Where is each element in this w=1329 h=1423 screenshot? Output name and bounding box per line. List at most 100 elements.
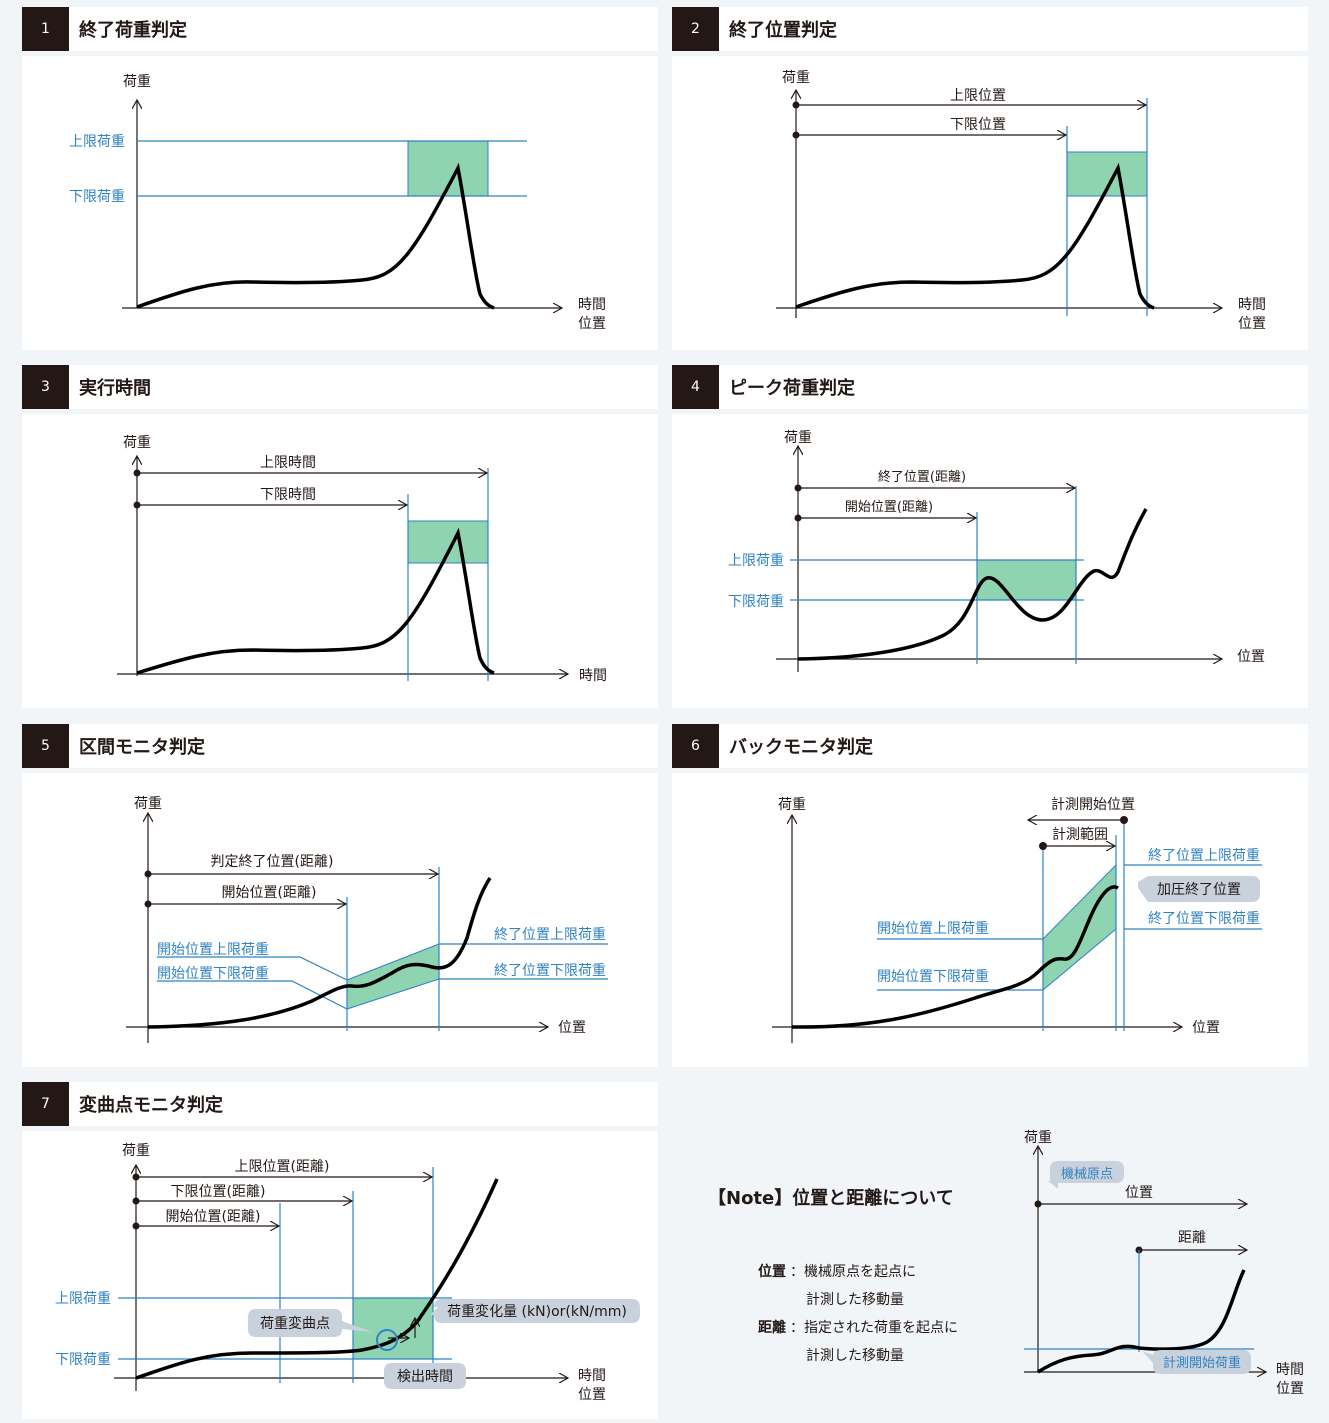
- lower-load-label: 下限荷重: [55, 1352, 111, 1368]
- panel-number: 4: [672, 365, 719, 409]
- x-axis-label-position: 位置: [578, 316, 606, 332]
- panel-1: 1 終了荷重判定 荷重 時間 位置 上限荷重 下限荷重: [22, 7, 658, 350]
- note-x-axis-label-time: 時間: [1276, 1362, 1304, 1378]
- panel-body: 荷重 時間 位置 上限位置(距離) 下限位置(距離) 開始位置(距離) 上限荷重…: [22, 1131, 658, 1419]
- panel-5: 5 区間モニタ判定 荷重 位置 判定終了位置(距離) 開始位置(距離) 開始位置…: [22, 724, 658, 1067]
- load-change-bubble: 荷重変化量 (kN)or(kN/mm): [447, 1303, 627, 1320]
- diagram-execution-time: 荷重 時間 上限時間 下限時間: [22, 414, 658, 708]
- upper-position-label: 上限位置(距離): [235, 1158, 330, 1175]
- panel-number: 7: [22, 1082, 69, 1126]
- panel-body: 荷重 位置 終了位置(距離) 開始位置(距離) 上限荷重 下限荷重: [672, 414, 1308, 708]
- panel-title: 変曲点モニタ判定: [79, 1082, 223, 1130]
- panel-header: 2 終了位置判定: [672, 7, 1308, 51]
- note-distance-label: 距離: [1178, 1229, 1206, 1246]
- start-upper-load-label: 開始位置上限荷重: [877, 921, 989, 937]
- panel-title: 区間モニタ判定: [79, 724, 205, 772]
- note-y-axis-label: 荷重: [1024, 1130, 1052, 1146]
- note-diagram: 【Note】位置と距離について 位置 ：機械原点を起点に 計測した移動量 距離 …: [672, 1080, 1308, 1419]
- note-key-distance: 距離: [758, 1319, 786, 1336]
- diagram-end-position: 荷重 時間 位置 上限位置 下限位置: [672, 56, 1308, 350]
- note-text-distance-1: ：指定された荷重を起点に: [790, 1320, 958, 1336]
- panel-number: 5: [22, 724, 69, 768]
- x-axis-label-time: 時間: [1238, 297, 1266, 313]
- note-text-position-1: ：機械原点を起点に: [790, 1264, 916, 1280]
- panel-7: 7 変曲点モニタ判定 荷重 時間 位置: [22, 1082, 658, 1419]
- panel-title: 終了位置判定: [729, 7, 837, 55]
- measure-range-label: 計測範囲: [1052, 826, 1108, 843]
- panel-title: ピーク荷重判定: [729, 365, 855, 413]
- note-text-position-2: 計測した移動量: [806, 1292, 904, 1308]
- note-key-position: 位置: [758, 1263, 786, 1280]
- note-title: 【Note】位置と距離について: [708, 1187, 954, 1209]
- y-axis-label: 荷重: [123, 435, 151, 451]
- x-axis-label-position: 位置: [1238, 316, 1266, 332]
- x-axis-label-position: 位置: [1237, 649, 1265, 665]
- lower-load-label: 下限荷重: [728, 594, 784, 610]
- panel-body: 荷重 時間 位置 上限荷重 下限荷重: [22, 56, 658, 350]
- upper-load-label: 上限荷重: [69, 134, 125, 150]
- panel-title: 実行時間: [79, 365, 151, 413]
- inflection-point-bubble: 荷重変曲点: [260, 1315, 330, 1332]
- start-upper-load-label: 開始位置上限荷重: [157, 942, 269, 958]
- x-axis-label-position: 位置: [578, 1387, 606, 1403]
- panel-header: 5 区間モニタ判定: [22, 724, 658, 768]
- upper-position-label: 上限位置: [950, 88, 1006, 104]
- panel-title: 終了荷重判定: [79, 7, 187, 55]
- panel-number: 3: [22, 365, 69, 409]
- panel-body: 荷重 位置 判定終了位置(距離) 開始位置(距離) 開始位置上限荷重 開始位置下…: [22, 773, 658, 1067]
- start-position-label: 開始位置(距離): [222, 884, 317, 901]
- machine-origin-bubble: 機械原点: [1061, 1167, 1113, 1182]
- end-lower-load-label: 終了位置下限荷重: [494, 963, 606, 979]
- diagram-section-monitor: 荷重 位置 判定終了位置(距離) 開始位置(距離) 開始位置上限荷重 開始位置下…: [22, 773, 658, 1067]
- diagram-end-load: 荷重 時間 位置 上限荷重 下限荷重: [22, 56, 658, 350]
- upper-time-label: 上限時間: [260, 455, 316, 471]
- lower-load-label: 下限荷重: [69, 189, 125, 205]
- end-upper-load-label: 終了位置上限荷重: [1148, 848, 1260, 864]
- measure-start-position-label: 計測開始位置: [1051, 797, 1135, 813]
- y-axis-label: 荷重: [778, 797, 806, 813]
- end-position-label: 終了位置(距離): [878, 469, 966, 485]
- y-axis-label: 荷重: [782, 70, 810, 86]
- judge-end-position-label: 判定終了位置(距離): [211, 853, 334, 870]
- upper-load-label: 上限荷重: [728, 553, 784, 569]
- y-axis-label: 荷重: [134, 796, 162, 812]
- diagram-inflection-monitor: 荷重 時間 位置 上限位置(距離) 下限位置(距離) 開始位置(距離) 上限荷重…: [22, 1131, 658, 1419]
- y-axis-label: 荷重: [122, 1143, 150, 1159]
- press-end-position-bubble: 加圧終了位置: [1157, 882, 1241, 898]
- panel-body: 荷重 位置 計測開始位置 計測範囲 終了位置上限荷重 加圧終了位置 終了位置下限…: [672, 773, 1308, 1067]
- panel-body: 荷重 時間 上限時間 下限時間: [22, 414, 658, 708]
- note-position-label: 位置: [1125, 1185, 1153, 1201]
- start-lower-load-label: 開始位置下限荷重: [157, 966, 269, 982]
- start-lower-load-label: 開始位置下限荷重: [877, 969, 989, 985]
- lower-position-label: 下限位置(距離): [171, 1183, 266, 1200]
- x-axis-label-position: 位置: [1192, 1020, 1220, 1036]
- panel-number: 6: [672, 724, 719, 768]
- diagram-peak-load: 荷重 位置 終了位置(距離) 開始位置(距離) 上限荷重 下限荷重: [672, 414, 1308, 708]
- note-section: 【Note】位置と距離について 位置 ：機械原点を起点に 計測した移動量 距離 …: [672, 1080, 1308, 1419]
- measure-start-load-bubble: 計測開始荷重: [1163, 1355, 1241, 1371]
- panel-6: 6 バックモニタ判定 荷重 位置 計測開始位置 計測範囲 終了位置上限荷重: [672, 724, 1308, 1067]
- panel-title: バックモニタ判定: [729, 724, 873, 772]
- x-axis-label-time: 時間: [579, 668, 607, 684]
- lower-time-label: 下限時間: [260, 487, 316, 503]
- note-text-distance-2: 計測した移動量: [806, 1348, 904, 1364]
- start-position-label: 開始位置(距離): [845, 500, 933, 515]
- x-axis-label-position: 位置: [558, 1020, 586, 1036]
- note-x-axis-label-position: 位置: [1276, 1381, 1304, 1397]
- panel-header: 3 実行時間: [22, 365, 658, 409]
- y-axis-label: 荷重: [123, 74, 151, 90]
- panel-header: 1 終了荷重判定: [22, 7, 658, 51]
- panel-header: 7 変曲点モニタ判定: [22, 1082, 658, 1126]
- panel-body: 荷重 時間 位置 上限位置 下限位置: [672, 56, 1308, 350]
- panel-number: 1: [22, 7, 69, 51]
- y-axis-label: 荷重: [784, 430, 812, 446]
- detection-time-bubble: 検出時間: [397, 1369, 453, 1385]
- panel-3: 3 実行時間 荷重 時間 上限時間 下限時間: [22, 365, 658, 708]
- start-position-label: 開始位置(距離): [166, 1208, 261, 1225]
- panel-4: 4 ピーク荷重判定 荷重 位置 終了位置(距離) 開始位置(距離) 上限荷重 下…: [672, 365, 1308, 708]
- panel-header: 6 バックモニタ判定: [672, 724, 1308, 768]
- x-axis-label-time: 時間: [578, 297, 606, 313]
- panel-2: 2 終了位置判定 荷重 時間 位置 上限位置 下限位置: [672, 7, 1308, 350]
- upper-load-label: 上限荷重: [55, 1291, 111, 1307]
- panel-header: 4 ピーク荷重判定: [672, 365, 1308, 409]
